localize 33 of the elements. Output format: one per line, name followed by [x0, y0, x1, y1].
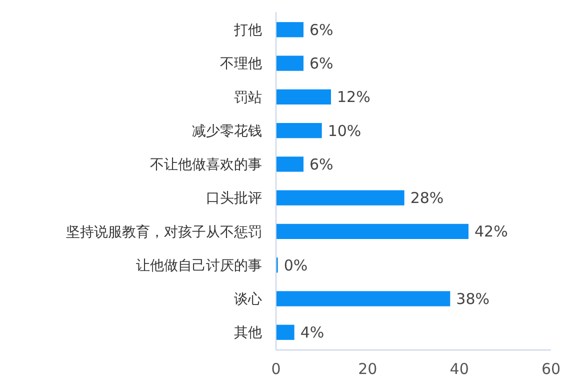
data-label: 28%	[410, 189, 444, 208]
data-label: 6%	[310, 155, 334, 174]
bar	[276, 56, 304, 71]
x-tick-label: 40	[450, 360, 469, 378]
bar	[276, 190, 404, 206]
data-label: 10%	[328, 122, 362, 140]
data-label: 4%	[300, 324, 324, 342]
y-tick-label: 罚站	[234, 90, 262, 106]
y-tick-label: 坚持说服教育，对孩子从不惩罚	[66, 223, 262, 240]
data-label: 42%	[474, 222, 508, 241]
x-tick-label: 20	[358, 360, 378, 378]
bar	[276, 224, 468, 240]
bar	[276, 156, 304, 172]
y-tick-label: 打他	[233, 22, 262, 39]
data-label: 38%	[456, 290, 490, 308]
y-tick-label: 让他做自己讨厌的事	[136, 258, 262, 274]
y-tick-label: 口头批评	[206, 190, 262, 207]
bar	[276, 22, 304, 38]
y-tick-label: 谈心	[234, 292, 262, 308]
y-tick-label: 其他	[234, 325, 262, 342]
data-label: 0%	[284, 256, 308, 274]
data-label: 6%	[310, 54, 334, 73]
x-tick-label: 60	[541, 360, 561, 378]
y-tick-label: 减少零花钱	[192, 123, 262, 140]
data-label: 6%	[310, 20, 334, 39]
data-label: 12%	[337, 88, 370, 106]
y-tick-label: 不让他做喜欢的事	[150, 157, 262, 174]
bar	[276, 122, 322, 138]
bar	[276, 89, 331, 104]
bar	[276, 324, 294, 340]
bar	[276, 291, 450, 306]
y-tick-label: 不理他	[220, 56, 262, 72]
x-tick-label: 0	[271, 360, 281, 378]
